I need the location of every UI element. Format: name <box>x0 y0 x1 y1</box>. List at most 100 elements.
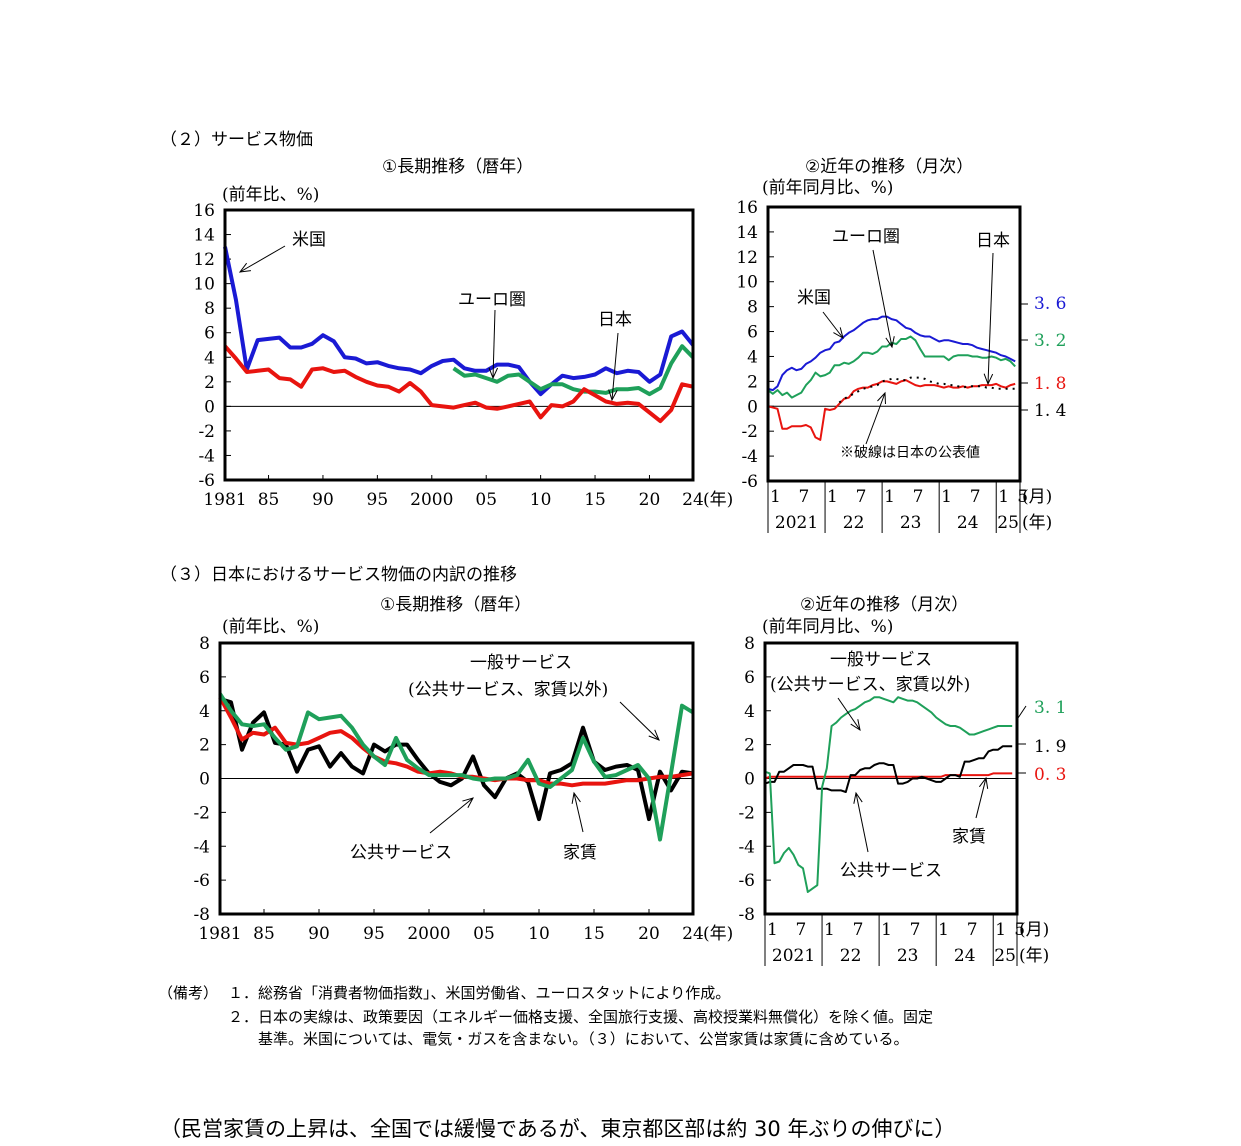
c3-annotation-public: 公共サービス <box>350 843 452 863</box>
c2-latest-value: 3. 2 <box>1034 331 1066 351</box>
c4-arrow-general-head <box>850 719 861 732</box>
c1-arrow-japan-head <box>608 389 618 402</box>
c2-year-label: 2021 <box>775 513 818 533</box>
c2-year-label: 22 <box>843 513 865 533</box>
c1-xtick-label: 90 <box>312 490 334 510</box>
c2-annotation-japan: 日本 <box>976 231 1010 251</box>
c3-arrow-rent-head <box>571 791 581 804</box>
c2-latest-value: 3. 6 <box>1034 294 1066 314</box>
c2-arrow-note-head <box>877 391 886 405</box>
c4-latest-value: 3. 1 <box>1034 698 1066 718</box>
note-2: ２．日本の実線は、政策要因（エネルギー価格支援、全国旅行支援、高校授業料無償化）… <box>228 1008 934 1026</box>
c4-plot-frame <box>763 641 1019 916</box>
c4-latest-value: 1. 9 <box>1034 737 1066 757</box>
c3-xtick-label: 90 <box>308 924 330 944</box>
c2-year-label: 25 <box>997 513 1019 533</box>
c1-series-euro <box>452 344 695 397</box>
c1-ytick-label: 4 <box>204 348 215 368</box>
c3-xtick-label: 1981 <box>198 924 241 944</box>
c3-arrow-general <box>619 701 660 741</box>
c2-subtitle: ②近年の推移（月次） <box>805 157 974 177</box>
c1-xtick-label: 95 <box>367 490 389 510</box>
c4-year-label: 25 <box>994 946 1016 966</box>
c2-leader-euro <box>1020 339 1028 363</box>
c2-ytick-label: 4 <box>747 347 758 367</box>
c4-latest-value: 0. 3 <box>1034 765 1066 785</box>
c4-ytick-label: 8 <box>744 634 755 654</box>
c4-annotation-general: 一般サービス <box>830 650 932 670</box>
c2-latest-value: 1. 4 <box>1034 401 1066 421</box>
c4-annotation-rent: 家賃 <box>952 827 986 847</box>
c3-xtick-label: 20 <box>638 924 660 944</box>
c1-xtick-label: 20 <box>639 490 661 510</box>
c2-ytick-label: -6 <box>741 472 758 492</box>
c3-annotation-general: 一般サービス <box>470 653 572 673</box>
c1-xtick-label: 10 <box>530 490 552 510</box>
c4-arrow-rent-head <box>978 776 989 789</box>
section-breakdown-title: （３）日本におけるサービス物価の内訳の推移 <box>160 565 517 585</box>
c3-xunit: (年) <box>703 924 733 944</box>
c3-arrow-public <box>429 797 474 834</box>
c2-arrow-us-head <box>833 327 844 340</box>
c4-series-rent <box>764 772 1013 780</box>
c1-ytick-label: 0 <box>204 397 215 417</box>
c2-xtick-label: 1 <box>941 487 952 507</box>
c3-unit-label: (前年比、%) <box>222 617 319 637</box>
c1-ytick-label: 16 <box>193 201 215 221</box>
c1-xtick-label: 1981 <box>203 490 246 510</box>
notes-label: （備考） <box>158 984 219 1002</box>
c2-ytick-label: 8 <box>747 298 758 318</box>
c4-xtick-label: 7 <box>967 920 978 940</box>
c2-ytick-label: 10 <box>736 273 758 293</box>
c2-annotation-us: 米国 <box>797 288 831 308</box>
c3-plot-frame <box>218 641 695 916</box>
c1-ytick-label: -6 <box>198 471 215 491</box>
c4-series-public <box>764 745 1013 793</box>
c1-ytick-label: 2 <box>204 373 215 393</box>
c3-xtick-label: 15 <box>583 924 605 944</box>
c2-xtick-label: 7 <box>970 487 981 507</box>
c3-ytick-label: -4 <box>193 837 210 857</box>
c4-subtitle: ②近年の推移（月次） <box>800 595 969 615</box>
c1-ytick-label: 14 <box>193 226 215 246</box>
c1-xunit: (年) <box>703 490 733 510</box>
c1-xtick-label: 2000 <box>410 490 453 510</box>
c1-annotation-us: 米国 <box>292 230 326 250</box>
c3-series-public <box>219 696 694 822</box>
c3-xtick-label: 95 <box>363 924 385 944</box>
c1-arrow-euro <box>492 309 496 379</box>
section-services-title: （２）サービス物価 <box>160 130 313 150</box>
c2-arrow-us <box>822 311 844 339</box>
c1-arrow-us-head <box>238 262 251 273</box>
c2-ytick-label: 2 <box>747 372 758 392</box>
c1-ytick-label: 6 <box>204 324 215 344</box>
c1-arrow-euro-head <box>488 367 499 380</box>
c4-year-label: 22 <box>840 946 862 966</box>
c4-arrow-public <box>855 792 869 853</box>
c3-ytick-label: 0 <box>199 770 210 790</box>
c2-xtick-label: 7 <box>913 487 924 507</box>
c1-ytick-label: -4 <box>198 446 215 466</box>
c1-series-japan <box>223 344 694 424</box>
c3-ytick-label: -6 <box>193 871 210 891</box>
c3-annotation-rent: 家賃 <box>563 843 597 863</box>
c4-xtick-label: 1 <box>995 920 1006 940</box>
c2-arrow-japan-head <box>983 373 994 386</box>
c3-ytick-label: 4 <box>199 702 210 722</box>
c4-series-general <box>764 696 1013 893</box>
c1-xtick-label: 24 <box>682 490 704 510</box>
c4-xunit: (月) <box>1019 920 1049 940</box>
c4-annotation-general-sub: (公共サービス、家賃以外) <box>770 675 970 695</box>
note-2-continued: 基準。米国については、電気・ガスを含まない。（３）において、公営家賃は家賃に含め… <box>258 1030 909 1048</box>
c4-xtick-label: 1 <box>824 920 835 940</box>
c2-xtick-label: 7 <box>799 487 810 507</box>
c1-subtitle: ①長期推移（暦年） <box>382 157 534 177</box>
c4-ytick-label: -2 <box>738 803 755 823</box>
c2-year-label: 23 <box>900 513 922 533</box>
c1-xtick-label: 85 <box>258 490 280 510</box>
c1-ytick-label: -2 <box>198 422 215 442</box>
c3-ytick-label: 6 <box>199 668 210 688</box>
c4-arrow-rent <box>975 777 987 819</box>
c2-annotation-euro: ユーロ圏 <box>832 227 900 247</box>
